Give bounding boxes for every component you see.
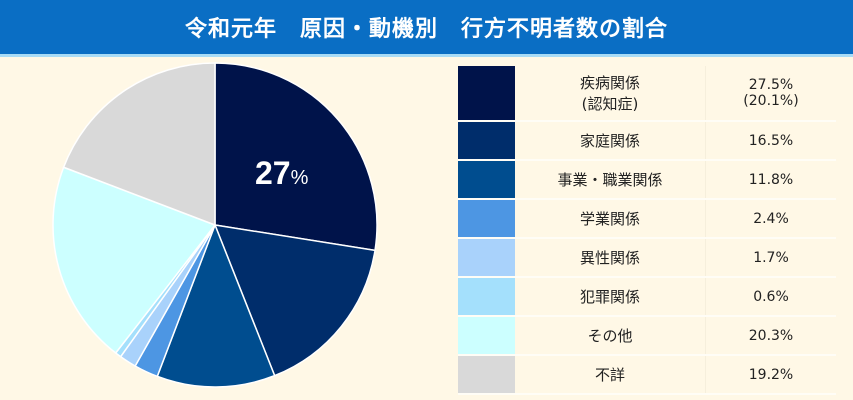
legend-row: 疾病関係 (認知症) 27.5% (20.1%) — [458, 66, 836, 122]
legend-label: 家庭関係 — [515, 121, 706, 161]
title-bar: 令和元年 原因・動機別 行方不明者数の割合 — [0, 0, 853, 57]
legend-label: 事業・職業関係 — [515, 160, 706, 200]
pie-label-number: 27 — [255, 155, 291, 191]
pie-highlight-label: 27% — [255, 155, 308, 192]
legend-value: 0.6% — [705, 277, 836, 317]
legend-label: 不詳 — [515, 355, 706, 395]
pie-slice — [213, 224, 376, 377]
legend-swatch — [458, 160, 515, 200]
legend-swatch — [458, 121, 515, 161]
legend-value: 16.5% — [705, 121, 836, 161]
legend-label: 犯罪関係 — [515, 277, 706, 317]
legend-value: 11.8% — [705, 160, 836, 200]
legend-swatch — [458, 199, 515, 239]
legend-label: その他 — [515, 316, 706, 356]
pie-slice — [52, 166, 217, 355]
pie-slice — [214, 62, 378, 252]
legend-row: 事業・職業関係 11.8% — [458, 160, 836, 200]
chart-title: 令和元年 原因・動機別 行方不明者数の割合 — [184, 17, 668, 42]
legend-swatch — [458, 66, 515, 122]
legend-swatch — [458, 316, 515, 356]
legend-row: 家庭関係 16.5% — [458, 121, 836, 161]
legend-label: 学業関係 — [515, 199, 706, 239]
legend-label: 異性関係 — [515, 238, 706, 278]
legend-table: 疾病関係 (認知症) 27.5% (20.1%) 家庭関係 16.5% 事業・職業関… — [458, 66, 836, 395]
legend-row: 異性関係 1.7% — [458, 238, 836, 278]
pie-chart — [52, 62, 378, 388]
legend-row: 学業関係 2.4% — [458, 199, 836, 239]
legend-swatch — [458, 277, 515, 317]
legend-row: その他 20.3% — [458, 316, 836, 356]
legend-value: 27.5% (20.1%) — [705, 66, 836, 122]
legend-swatch — [458, 238, 515, 278]
legend-row: 犯罪関係 0.6% — [458, 277, 836, 317]
legend-label: 疾病関係 (認知症) — [515, 66, 706, 122]
legend-row: 不詳 19.2% — [458, 355, 836, 395]
legend-value: 2.4% — [705, 199, 836, 239]
pie-slice — [156, 222, 276, 388]
pie-label-unit: % — [290, 167, 309, 189]
legend-value: 1.7% — [705, 238, 836, 278]
legend-value: 19.2% — [705, 355, 836, 395]
legend-value: 20.3% — [705, 316, 836, 356]
pie-slice — [62, 62, 216, 227]
legend-swatch — [458, 355, 515, 395]
